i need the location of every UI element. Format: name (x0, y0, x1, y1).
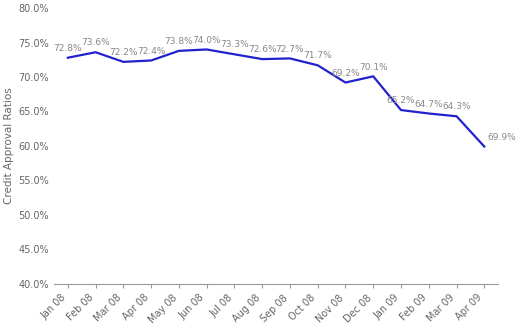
Text: 72.2%: 72.2% (109, 48, 138, 57)
Y-axis label: Credit Approval Ratios: Credit Approval Ratios (4, 88, 14, 204)
Text: 69.9%: 69.9% (487, 133, 516, 142)
Text: 71.7%: 71.7% (303, 51, 332, 61)
Text: 70.1%: 70.1% (359, 63, 388, 71)
Text: 72.6%: 72.6% (248, 45, 277, 54)
Text: 65.2%: 65.2% (387, 96, 415, 105)
Text: 72.4%: 72.4% (137, 47, 165, 56)
Text: 69.2%: 69.2% (331, 69, 360, 78)
Text: 73.6%: 73.6% (81, 38, 110, 47)
Text: 72.8%: 72.8% (54, 44, 82, 53)
Text: 64.7%: 64.7% (414, 100, 443, 109)
Text: 64.3%: 64.3% (442, 102, 471, 112)
Text: 74.0%: 74.0% (192, 36, 221, 45)
Text: 73.8%: 73.8% (165, 37, 193, 46)
Text: 73.3%: 73.3% (220, 40, 249, 49)
Text: 72.7%: 72.7% (276, 45, 304, 54)
